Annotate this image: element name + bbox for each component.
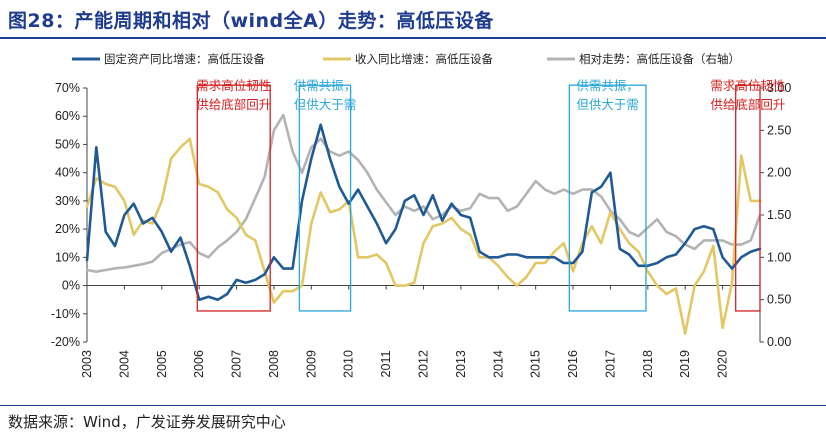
- series-fixed-asset: [85, 123, 762, 302]
- x-tick-label: 2006: [192, 350, 206, 378]
- annotation-layer: 需求高位韧性供给底部回升供需共振，但供大于需供需共振，但供大于需需求高位韧性供给…: [196, 78, 785, 312]
- legend-label-fixed-asset: 固定资产同比增速：高低压设备: [104, 52, 265, 66]
- x-tick-label: 2010: [342, 350, 356, 378]
- x-tick-label: 2008: [267, 350, 281, 378]
- annotation-label-a2020: 需求高位韧性: [710, 78, 785, 93]
- y-left-tick-label: -10%: [51, 307, 80, 321]
- y-right-tick-label: 1.00: [767, 250, 791, 264]
- y-left-tick-label: -20%: [51, 335, 80, 349]
- y-left-tick-label: 30%: [55, 194, 80, 208]
- y-axis-right: 0.00 0.50 1.00 1.50 2.00 2.50 3.00: [759, 81, 791, 349]
- x-axis: 2003 2004 2005 2006 2007 2008 2009 2010 2011 2012…: [80, 285, 761, 378]
- source-note: 数据来源：Wind，广发证券发展研究中心: [8, 413, 286, 431]
- y-right-tick-label: 2.00: [767, 166, 791, 180]
- y-left-tick-label: 50%: [55, 137, 80, 151]
- x-tick-label: 2017: [603, 350, 617, 378]
- annotation-label-a2009: 供需共振，: [294, 78, 357, 93]
- y-left-tick-label: 10%: [55, 250, 80, 264]
- annotation-box-a2006: [196, 84, 271, 312]
- annotation-label-a2006: 供给底部回升: [196, 97, 271, 112]
- y-right-tick-label: 0.50: [767, 293, 791, 307]
- annotation-box-a2020: [735, 84, 761, 312]
- x-tick-label: 2013: [454, 350, 468, 378]
- x-tick-label: 2020: [716, 350, 730, 378]
- annotation-box-a2016: [568, 84, 647, 312]
- y-left-tick-label: 0%: [62, 279, 80, 293]
- x-tick-label: 2007: [230, 350, 244, 378]
- x-tick-label: 2016: [566, 350, 580, 378]
- x-tick-label: 2018: [641, 350, 655, 378]
- y-left-tick-label: 60%: [55, 109, 80, 123]
- legend-label-relative: 相对走势：高低压设备（右轴）: [579, 52, 740, 66]
- annotation-label-a2006: 需求高位韧性: [196, 78, 271, 93]
- y-right-tick-label: 1.50: [767, 208, 791, 222]
- source-rule: [0, 405, 826, 406]
- x-tick-label: 2003: [80, 350, 94, 378]
- x-tick-label: 2009: [304, 350, 318, 378]
- legend: 固定资产同比增速：高低压设备 收入同比增速：高低压设备 相对走势：高低压设备（右…: [72, 52, 740, 66]
- y-left-tick-label: 20%: [55, 222, 80, 236]
- annotation-box-a2009: [298, 84, 352, 312]
- annotation-label-a2016: 供需共振，: [576, 78, 639, 93]
- annotation-label-a2016: 但供大于需: [576, 97, 639, 112]
- x-tick-label: 2012: [417, 350, 431, 378]
- x-tick-label: 2011: [379, 351, 393, 378]
- x-tick-label: 2015: [529, 350, 543, 378]
- series-relative: [85, 113, 762, 274]
- legend-label-revenue: 收入同比增速：高低压设备: [355, 52, 493, 66]
- y-right-tick-label: 0.00: [767, 335, 791, 349]
- y-axis-left: -20% -10% 0% 10% 20% 30% 40% 50% 60% 70%: [51, 81, 88, 349]
- y-right-tick-label: 2.50: [767, 123, 791, 137]
- x-tick-label: 2014: [491, 350, 505, 378]
- y-left-tick-label: 70%: [55, 81, 80, 95]
- x-tick-label: 2004: [117, 350, 131, 378]
- series-revenue: [85, 137, 762, 335]
- annotation-label-a2020: 供给底部回升: [710, 97, 785, 112]
- y-right-tick-label: 3.00: [767, 81, 791, 95]
- x-tick-label: 2005: [155, 350, 169, 378]
- x-tick-label: 2019: [678, 350, 692, 378]
- annotation-label-a2009: 但供大于需: [294, 97, 357, 112]
- title-rule: [0, 37, 826, 39]
- y-left-tick-label: 40%: [55, 166, 80, 180]
- figure-title: 图28：产能周期和相对（wind全A）走势：高低压设备: [8, 10, 494, 32]
- series-layer: [85, 113, 762, 335]
